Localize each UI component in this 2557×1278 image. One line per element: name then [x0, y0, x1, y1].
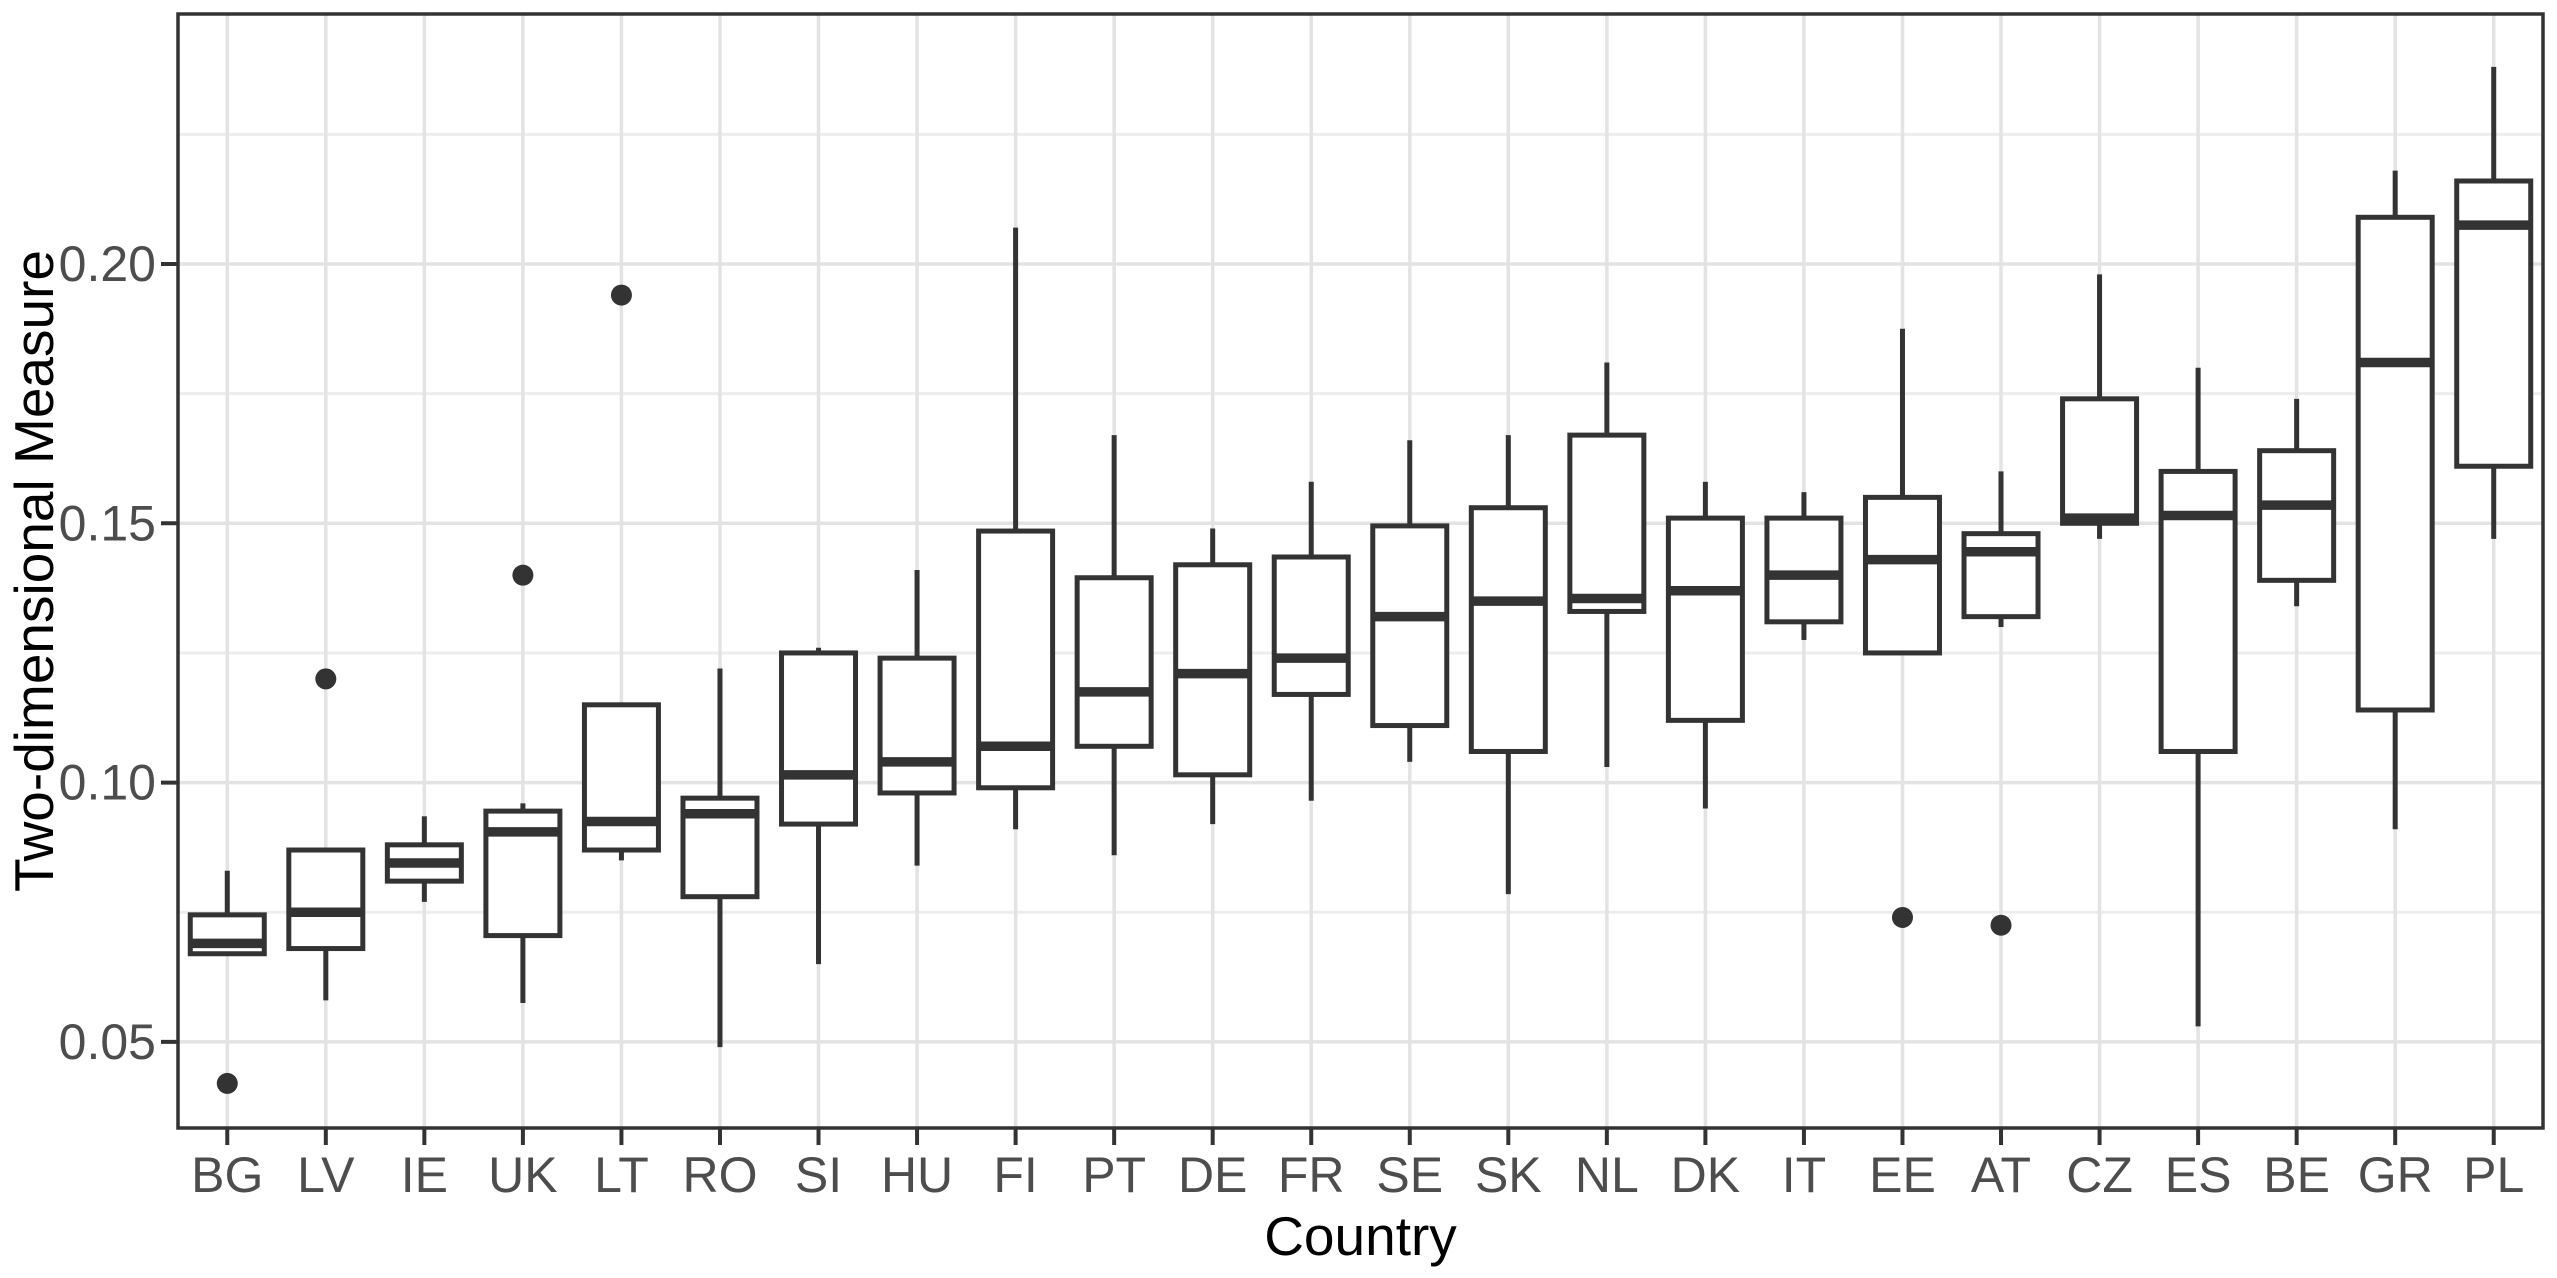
iqr-box-CZ [2060, 396, 2140, 526]
boxplot-HU [877, 569, 957, 866]
x-tick-label-NL: NL [1575, 1147, 1639, 1203]
x-tick-label-IE: IE [401, 1147, 448, 1203]
boxplot-EE [1862, 328, 1942, 928]
iqr-box-GR [2355, 214, 2435, 713]
iqr-box-SE [1370, 523, 1450, 729]
iqr-box-LV [286, 847, 366, 952]
iqr-box-DK [1665, 515, 1745, 723]
x-tick-label-IT: IT [1782, 1147, 1826, 1203]
iqr-box-AT [1961, 531, 2041, 620]
y-tick-label-0.05: 0.05 [59, 1014, 156, 1070]
x-tick-label-LV: LV [297, 1147, 355, 1203]
iqr-box-LT [581, 702, 661, 853]
x-tick-label-ES: ES [2165, 1147, 2232, 1203]
y-tick-label-0.20: 0.20 [59, 236, 156, 292]
x-tick-label-UK: UK [488, 1147, 557, 1203]
x-tick-label-PT: PT [1082, 1147, 1146, 1203]
outlier-dot-AT [1990, 914, 2012, 936]
x-tick-label-SI: SI [795, 1147, 842, 1203]
x-tick-label-BE: BE [2263, 1147, 2330, 1203]
boxplot-RO [680, 668, 760, 1048]
x-tick-label-FR: FR [1278, 1147, 1345, 1203]
boxplot-BG [187, 870, 267, 1094]
panel-border [176, 12, 2545, 1130]
iqr-box-EE [1862, 494, 1942, 656]
x-tick-label-RO: RO [682, 1147, 757, 1203]
boxplot-SI [779, 647, 859, 965]
x-tick-label-LT: LT [594, 1147, 649, 1203]
boxplot-FI [976, 227, 1056, 830]
x-tick-label-SK: SK [1475, 1147, 1542, 1203]
outlier-dot-EE [1891, 906, 1913, 928]
iqr-box-IT [1764, 515, 1844, 625]
y-tick-label-0.10: 0.10 [59, 755, 156, 811]
boxplot-NL [1567, 362, 1647, 768]
boxplot-GR [2355, 170, 2435, 830]
iqr-box-BE [2257, 448, 2337, 583]
iqr-box-PT [1074, 575, 1154, 749]
boxplot-BE [2257, 398, 2337, 607]
x-tick-label-GR: GR [2358, 1147, 2433, 1203]
x-tick-label-BG: BG [191, 1147, 263, 1203]
x-tick-label-AT: AT [1971, 1147, 2031, 1203]
iqr-box-SK [1468, 505, 1548, 754]
outlier-dot-BG [216, 1072, 238, 1094]
x-tick-label-DE: DE [1178, 1147, 1247, 1203]
boxplot-IE [384, 816, 464, 902]
outlier-dot-LT [610, 284, 632, 306]
boxplot-PL [2454, 66, 2534, 539]
x-tick-label-PL: PL [2463, 1147, 2524, 1203]
boxes-layer [187, 66, 2534, 1094]
plot-panel [178, 14, 2543, 1128]
boxplot-AT [1961, 471, 2041, 936]
iqr-box-HU [877, 655, 957, 796]
axis-ticks-layer [161, 261, 2496, 1145]
x-axis-title: Country [1264, 1205, 1457, 1267]
boxplot-PT [1074, 435, 1154, 856]
iqr-box-FR [1271, 554, 1351, 697]
x-tick-label-FI: FI [993, 1147, 1037, 1203]
boxplot-FR [1271, 481, 1351, 801]
outlier-dot-UK [512, 564, 534, 586]
x-tick-label-CZ: CZ [2066, 1147, 2133, 1203]
boxplot-UK [483, 564, 563, 1004]
boxplot-DE [1173, 528, 1253, 825]
y-axis-title: Two-dimensional Measure [3, 250, 65, 892]
boxplot-LT [581, 284, 661, 861]
x-tick-label-HU: HU [881, 1147, 953, 1203]
axis-labels-layer: 0.05 0.10 0.15 0.20 BG LV IE UK LT RO SI HU FI PT DE FR… [59, 236, 2525, 1203]
x-tick-label-DK: DK [1671, 1147, 1740, 1203]
boxplot-SK [1468, 435, 1548, 895]
iqr-box-SI [779, 650, 859, 827]
outlier-dot-LV [315, 668, 337, 690]
boxplot-IT [1764, 492, 1844, 640]
boxplot-SE [1370, 440, 1450, 762]
boxplot-DK [1665, 481, 1745, 809]
y-tick-label-0.15: 0.15 [59, 495, 156, 551]
boxplot-CZ [2060, 274, 2140, 539]
x-tick-label-SE: SE [1376, 1147, 1443, 1203]
iqr-box-NL [1567, 432, 1647, 614]
boxplot-LV [286, 668, 366, 1001]
boxplot-ES [2158, 367, 2238, 1027]
x-tick-label-EE: EE [1869, 1147, 1936, 1203]
